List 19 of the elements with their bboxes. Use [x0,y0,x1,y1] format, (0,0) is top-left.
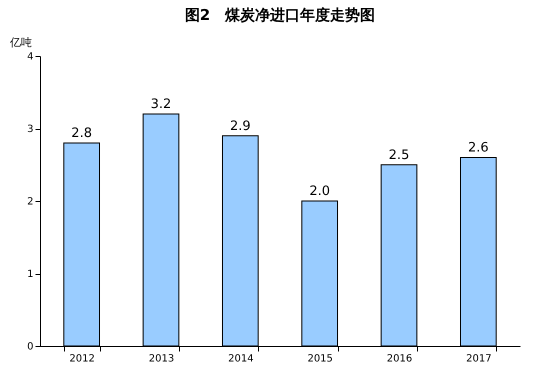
x-tick-label: 2012 [69,354,95,364]
y-tick-label: 0 [27,342,34,352]
data-label: 2.8 [71,126,92,141]
y-tick-label: 3 [27,124,34,135]
x-tick-label: 2013 [148,354,174,364]
x-tick-label: 2015 [307,354,333,364]
data-label: 2.5 [388,148,410,163]
data-label: 2.0 [309,184,330,199]
y-tick-label: 4 [27,52,34,62]
chart-title: 图2 煤炭净进口年度走势图 [184,6,376,24]
data-label: 3.2 [150,97,172,112]
y-axis-title: 亿吨 [9,36,32,49]
data-label: 2.9 [230,118,251,134]
x-tick-label: 2016 [386,354,412,364]
x-tick-label: 2017 [466,354,492,364]
x-tick-label: 2014 [228,354,254,364]
data-label: 2.6 [468,140,489,156]
y-tick-label: 1 [27,269,34,280]
y-tick-label: 2 [27,196,34,208]
